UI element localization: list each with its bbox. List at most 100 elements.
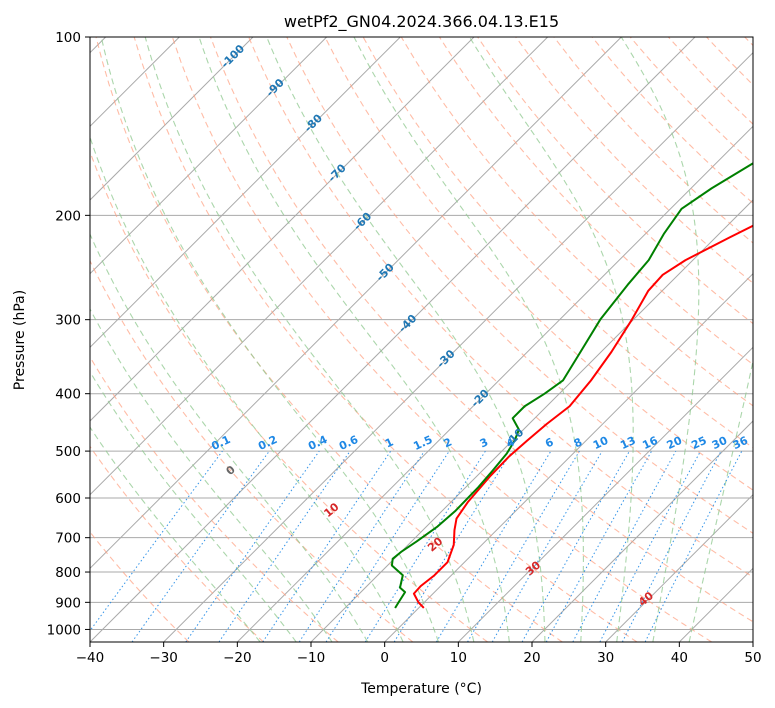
- chart-title: wetPf2_GN04.2024.366.04.13.E15: [284, 12, 559, 32]
- mixing-ratio-label: 8: [572, 435, 584, 450]
- mixing-ratio-line: [572, 450, 677, 642]
- isotherm-line: [236, 125, 753, 642]
- isotherm-line: [90, 37, 475, 422]
- dry-adiabat-line: [324, 37, 753, 491]
- y-tick-label: 400: [55, 387, 81, 403]
- temperature-profile-line: [412, 224, 753, 609]
- mixing-ratio-label: 36: [731, 434, 751, 452]
- x-tick-label: 40: [671, 650, 688, 666]
- moist-adiabat-line: [90, 232, 369, 642]
- mixing-ratio-line: [364, 450, 486, 642]
- mixing-ratio-line: [298, 450, 425, 642]
- isotherm-line: [752, 641, 753, 642]
- isotherm-line: [90, 37, 254, 201]
- dry-adiabat-line: [90, 445, 264, 642]
- mixing-ratio-line: [131, 450, 270, 642]
- y-tick-label: 500: [55, 444, 81, 460]
- moist-adiabat-line: [144, 37, 475, 642]
- isotherm-line: [90, 37, 549, 496]
- axis-layer: −40 −30 −20 −10 0 10 20 30 40 5010020030040050060…: [47, 30, 762, 666]
- dry-adiabat-line: [706, 37, 753, 86]
- series-layer: [390, 162, 753, 609]
- dry-adiabat-line: [248, 37, 753, 578]
- x-tick-label: −20: [223, 650, 252, 666]
- mixing-ratio-label: 0.1: [209, 433, 232, 453]
- x-tick-label: −10: [297, 650, 326, 666]
- y-tick-label: 900: [55, 595, 81, 611]
- mixing-ratio-line: [644, 450, 743, 642]
- mixing-ratio-line: [325, 450, 450, 642]
- plot-frame: [89, 36, 754, 643]
- mixing-ratio-line: [599, 450, 701, 642]
- isotherm-line: [384, 272, 753, 642]
- dry-adiabat-label: 30: [523, 558, 543, 578]
- dry-adiabat-line: [133, 37, 638, 642]
- dry-adiabat-line: [95, 37, 563, 642]
- moist-adiabat-line: [90, 135, 404, 642]
- isotherm-line: [90, 37, 328, 275]
- mixing-ratio-line: [393, 450, 513, 642]
- dry-adiabat-line: [90, 259, 414, 642]
- y-tick-label: 200: [55, 208, 81, 224]
- x-tick-label: 0: [380, 650, 389, 666]
- x-axis-label: Temperature (°C): [360, 681, 482, 697]
- moist-adiabat-line: [90, 426, 261, 642]
- mixing-ratio-label: 0.2: [256, 433, 279, 453]
- dry-adiabat-line: [209, 37, 753, 623]
- mixing-ratio-label: 30: [710, 434, 730, 452]
- mixing-ratio-label: 1.5: [411, 433, 434, 453]
- mixing-ratio-line: [545, 450, 653, 642]
- isotherm-line: [310, 199, 753, 642]
- moist-adiabat-line: [468, 37, 634, 642]
- dewpoint-profile-line: [390, 162, 753, 609]
- dry-adiabat-line: [90, 531, 190, 642]
- mixing-ratio-label: 13: [618, 434, 637, 452]
- mixing-ratio-label: 16: [640, 434, 660, 452]
- moist-adiabat-line: [90, 370, 297, 642]
- x-tick-label: −30: [149, 650, 178, 666]
- dry-adiabat-line: [171, 37, 713, 642]
- dry-adiabat-line: [286, 37, 753, 534]
- x-tick-label: 20: [523, 650, 540, 666]
- moist-adiabat-line: [620, 37, 700, 642]
- moist-adiabat-line: [90, 307, 333, 642]
- y-tick-label: 1000: [47, 622, 81, 638]
- mixing-ratio-label: 3: [478, 435, 490, 450]
- y-tick-label: 100: [55, 30, 81, 46]
- mixing-ratio-label: 0.6: [337, 433, 360, 453]
- moist-adiabat-line: [198, 37, 510, 642]
- dry-adiabat-line: [90, 355, 339, 642]
- dry-adiabat-line: [90, 150, 488, 642]
- mixing-ratio-label: 25: [689, 434, 708, 452]
- x-tick-label: −40: [76, 650, 105, 666]
- moist-adiabat-line: [266, 37, 546, 642]
- isotherm-line: [531, 420, 753, 642]
- isotherm-line: [678, 567, 753, 642]
- moist-adiabat-line: [100, 37, 439, 642]
- mixing-ratio-line: [90, 450, 223, 632]
- y-axis-label: Pressure (hPa): [12, 290, 28, 390]
- mixing-ratio-line: [262, 450, 392, 642]
- mixing-ratio-label: 10: [591, 434, 611, 452]
- dry-adiabat-line: [515, 37, 753, 284]
- isotherm-line: [163, 51, 753, 642]
- grid-layer: [90, 37, 753, 642]
- isotherm-line: [90, 37, 622, 570]
- isotherm-label: -90: [263, 76, 286, 99]
- x-tick-label: 10: [450, 650, 467, 666]
- isotherm-label: -20: [469, 387, 492, 410]
- y-tick-label: 600: [55, 491, 81, 507]
- dry-adiabat-line: [667, 37, 753, 125]
- mixing-ratio-line: [185, 450, 320, 642]
- moist-adiabat-line: [688, 358, 753, 642]
- y-tick-label: 700: [55, 531, 81, 547]
- isotherm-line: [457, 346, 753, 642]
- mixing-ratio-label: 6: [543, 435, 556, 450]
- dry-adiabat-label: 40: [636, 589, 656, 609]
- x-tick-label: 30: [597, 650, 614, 666]
- isotherm-line: [90, 37, 696, 642]
- isotherm-line: [605, 493, 753, 642]
- y-tick-label: 300: [55, 313, 81, 329]
